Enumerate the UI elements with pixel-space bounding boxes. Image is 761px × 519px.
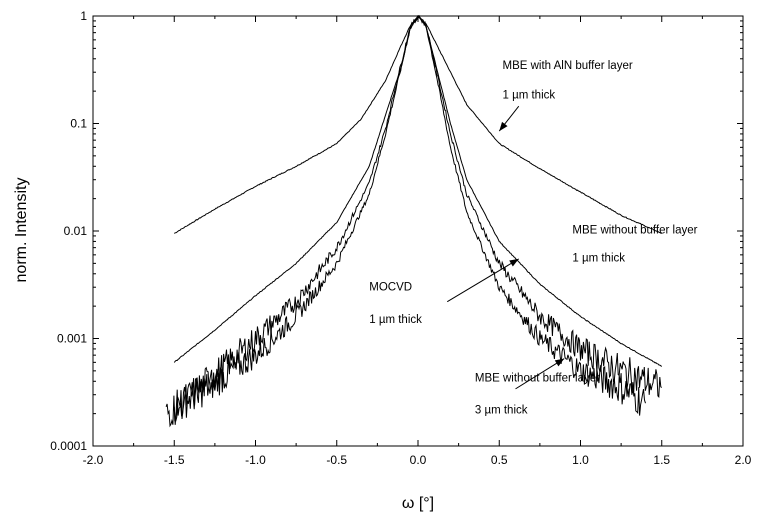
- y-tick-label: 0.001: [57, 332, 87, 346]
- annotation-text-3: 1 µm thick: [369, 314, 422, 326]
- x-tick-label: -2.0: [83, 453, 104, 467]
- y-tick-label: 1: [80, 9, 87, 23]
- x-tick-label: 1.5: [653, 453, 670, 467]
- y-axis-title: norm. Intensity: [13, 178, 30, 283]
- y-tick-label: 0.1: [70, 117, 87, 131]
- x-tick-label: -1.5: [164, 453, 185, 467]
- annotation-text-1: 1 µm thick: [503, 90, 556, 102]
- annotation-text-4: 3 µm thick: [475, 405, 528, 417]
- annotation-layer: MBE with AlN buffer layer 1 µm thick MBE w…: [369, 60, 697, 416]
- annotation-arrowhead-4: [554, 358, 565, 367]
- annotation-text-2: 1 µm thick: [572, 253, 625, 265]
- x-axis-title: ω [°]: [402, 495, 434, 512]
- annotation-arrowhead-1: [499, 121, 508, 132]
- annotation-text-3: MOCVD: [369, 281, 412, 293]
- x-tick-label: 1.0: [572, 453, 589, 467]
- annotation-text-4: MBE without buffer layer: [475, 372, 600, 384]
- x-tick-label: -1.0: [245, 453, 266, 467]
- annotation-arrow-4: [515, 358, 565, 390]
- plot-frame: [92, 15, 744, 447]
- annotation-arrowhead-3: [509, 258, 519, 267]
- y-tick-label: 0.01: [64, 224, 88, 238]
- series-line-4: [173, 16, 663, 425]
- annotation-text-2: MBE without buffer layer: [572, 224, 697, 236]
- ticks-layer: -2.0 -1.5 -1.0 -0.5 0.0 0.5 1.0 1.5 2.0 0.0001 0.0…: [50, 9, 751, 467]
- annotation-arrow-3: [446, 258, 520, 303]
- x-tick-label: 0.0: [410, 453, 427, 467]
- x-tick-label: -0.5: [326, 453, 347, 467]
- x-tick-label: 0.5: [491, 453, 508, 467]
- y-tick-label: 0.0001: [50, 439, 87, 453]
- x-tick-label: 2.0: [735, 453, 752, 467]
- annotation-text-1: MBE with AlN buffer layer: [503, 60, 633, 72]
